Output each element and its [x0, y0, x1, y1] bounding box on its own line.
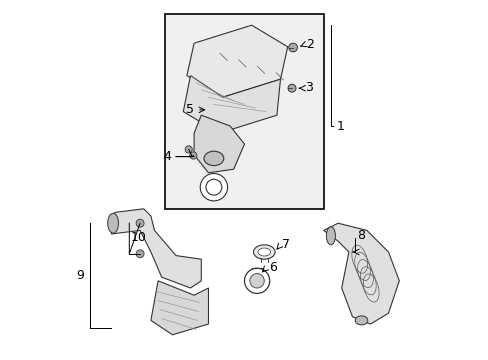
Circle shape — [249, 274, 264, 288]
Circle shape — [189, 152, 197, 159]
Ellipse shape — [203, 151, 224, 166]
Circle shape — [185, 146, 192, 153]
Text: 8: 8 — [356, 229, 364, 242]
Polygon shape — [183, 76, 280, 133]
Circle shape — [244, 268, 269, 293]
Text: 9: 9 — [76, 269, 84, 282]
Ellipse shape — [258, 248, 270, 256]
Ellipse shape — [253, 245, 275, 259]
Text: 2: 2 — [306, 38, 314, 51]
Circle shape — [200, 174, 227, 201]
Ellipse shape — [325, 227, 335, 245]
Polygon shape — [194, 115, 244, 173]
Text: 7: 7 — [282, 238, 290, 251]
Polygon shape — [151, 281, 208, 335]
Text: 4: 4 — [163, 150, 171, 163]
Ellipse shape — [354, 316, 367, 325]
Circle shape — [205, 179, 222, 195]
Circle shape — [288, 43, 297, 52]
Circle shape — [136, 219, 144, 227]
Bar — [165, 14, 323, 209]
Ellipse shape — [107, 213, 118, 233]
Text: 10: 10 — [131, 231, 147, 244]
Polygon shape — [111, 209, 201, 288]
Polygon shape — [323, 223, 399, 324]
Polygon shape — [186, 25, 287, 97]
Text: 5: 5 — [186, 103, 194, 116]
Text: 1: 1 — [336, 120, 344, 132]
Text: 3: 3 — [304, 81, 312, 94]
Circle shape — [136, 250, 144, 258]
Text: 6: 6 — [268, 261, 276, 274]
Circle shape — [287, 84, 295, 92]
